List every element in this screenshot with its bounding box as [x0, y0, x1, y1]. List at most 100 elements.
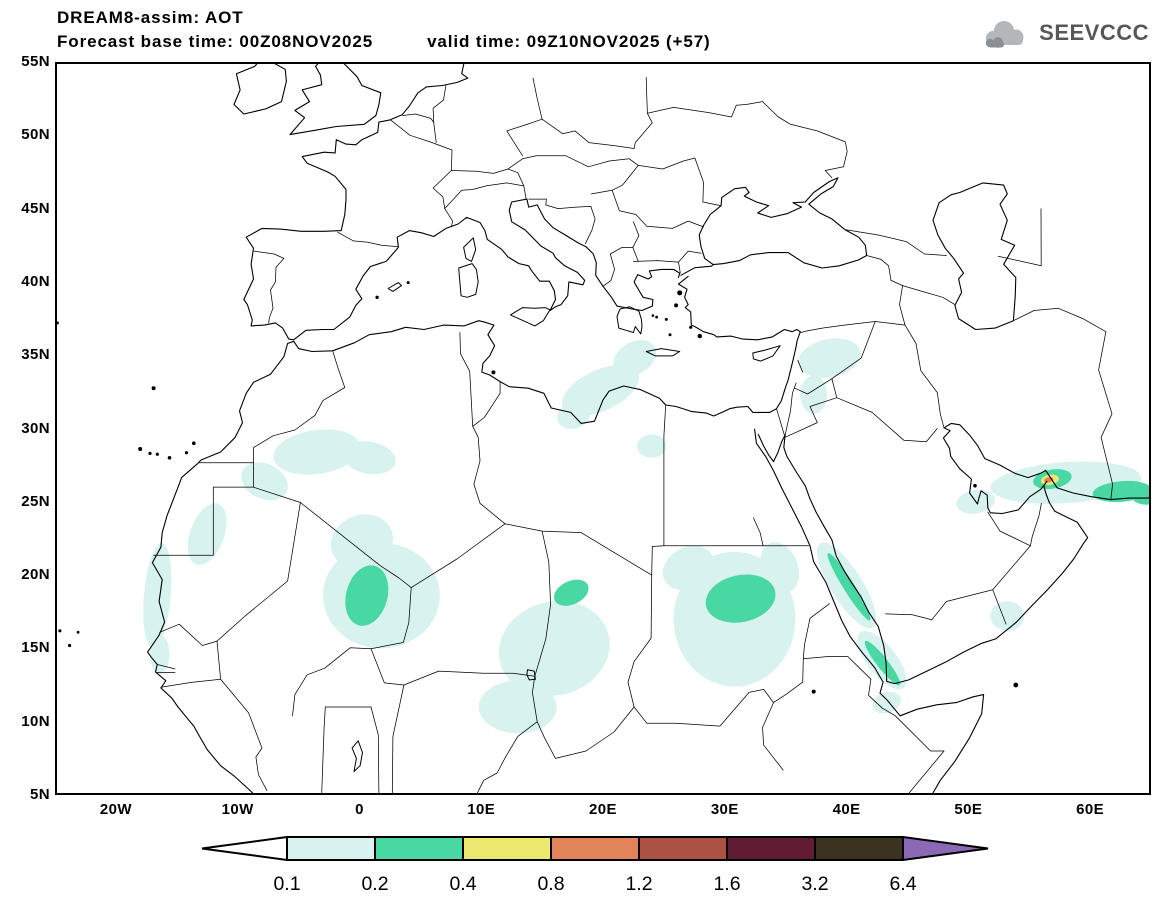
map-line: [1013, 308, 1106, 331]
map-line: [529, 199, 547, 205]
small-island-dot: [192, 441, 196, 445]
legend-left-arrow: [202, 837, 287, 860]
aot-region: [869, 688, 903, 717]
map-line: [882, 708, 944, 751]
small-island-dot: [1013, 683, 1018, 688]
map-line: [886, 590, 993, 620]
legend-box: [287, 837, 375, 860]
small-island-dot: [152, 386, 156, 390]
map-line: [585, 206, 595, 243]
map-line: [647, 689, 774, 726]
map-line: [433, 86, 446, 123]
map-line: [633, 247, 639, 261]
small-island-dot: [68, 644, 71, 647]
seevccc-logo: SEEVCCC: [978, 16, 1149, 50]
map-line: [591, 190, 612, 194]
map-line: [638, 158, 721, 206]
map-line: [473, 382, 500, 427]
map-line: [371, 707, 379, 795]
aot-region: [800, 376, 827, 414]
aot-region: [150, 635, 169, 673]
map-line: [217, 641, 229, 689]
small-island-dot: [689, 326, 692, 329]
plot-title: DREAM8-assim: AOT: [57, 6, 711, 30]
legend-box: [727, 837, 815, 860]
map-line: [777, 409, 785, 435]
legend-value-label: 3.2: [801, 873, 828, 895]
map-line: [566, 156, 629, 167]
island-outline: [459, 264, 479, 298]
lat-tick-label: 30N: [4, 420, 50, 437]
small-island-dot: [407, 281, 410, 284]
small-island-dot: [168, 456, 172, 460]
legend-value-label: 1.2: [625, 873, 652, 895]
map-line: [905, 325, 944, 428]
lon-tick-label: 20E: [568, 801, 638, 818]
small-island-dot: [812, 690, 816, 694]
map-line: [803, 657, 871, 680]
small-island-dot: [698, 334, 702, 338]
island-outline: [617, 307, 642, 334]
map-line: [633, 222, 639, 248]
map-line: [234, 62, 286, 114]
island-outline: [510, 308, 550, 326]
island-outline: [753, 346, 780, 361]
legend-box: [639, 837, 727, 860]
small-island-dot: [665, 318, 668, 321]
forecast-base-time: Forecast base time: 00Z08NOV2025: [57, 32, 373, 51]
map-line: [679, 262, 681, 273]
aot-region: [990, 601, 1024, 630]
small-island-dot: [652, 314, 655, 317]
aot-region: [637, 434, 666, 457]
small-island-dot: [677, 290, 682, 295]
aot-region: [795, 333, 865, 384]
map-line: [507, 119, 542, 156]
small-island-dot: [58, 629, 61, 632]
map-line: [699, 178, 866, 268]
map-line: [403, 114, 434, 122]
small-island-dot: [138, 447, 142, 451]
small-island-dot: [669, 333, 672, 336]
small-island-dot: [77, 631, 80, 634]
map-line: [451, 169, 523, 186]
small-island-dot: [973, 484, 977, 488]
legend-right-arrow: [903, 837, 988, 860]
map-line: [542, 119, 634, 148]
map-line: [647, 102, 762, 117]
map-line: [322, 707, 326, 794]
map-line: [508, 156, 566, 169]
map-line: [867, 256, 903, 286]
small-island-dot: [375, 296, 378, 299]
map-line: [290, 62, 381, 135]
small-island-dot: [185, 451, 188, 454]
plot-subtitle: Forecast base time: 00Z08NOV2025 valid ti…: [57, 30, 711, 54]
lat-tick-label: 20N: [4, 566, 50, 583]
map-line: [445, 183, 527, 209]
map-line: [603, 254, 615, 286]
map-line: [612, 159, 638, 191]
map-line: [903, 286, 955, 305]
island-outline: [352, 741, 362, 772]
island-outline: [388, 283, 401, 292]
legend-box: [463, 837, 551, 860]
lon-tick-label: 40E: [812, 801, 882, 818]
dream8-aot-forecast-chart: DREAM8-assim: AOT Forecast base time: 00…: [0, 0, 1165, 905]
legend-value-label: 0.4: [449, 873, 476, 895]
legend-box: [375, 837, 463, 860]
lat-tick-label: 55N: [4, 53, 50, 70]
map-line: [505, 524, 664, 575]
aot-region: [139, 542, 175, 650]
map-line: [338, 232, 399, 247]
map-line: [371, 649, 404, 685]
aot-region: [479, 681, 557, 734]
small-island-dot: [491, 370, 495, 374]
valid-time: valid time: 09Z10NOV2025 (+57): [427, 32, 711, 51]
lon-tick-label: 20W: [81, 801, 151, 818]
lat-tick-label: 45N: [4, 200, 50, 217]
aot-shaded-regions: [139, 333, 1151, 734]
map-line: [229, 689, 267, 790]
lat-tick-label: 25N: [4, 493, 50, 510]
legend-value-label: 0.8: [537, 873, 564, 895]
small-island-dot: [655, 316, 658, 319]
color-scale-legend: 0.10.20.40.81.21.63.26.4: [200, 834, 1000, 903]
